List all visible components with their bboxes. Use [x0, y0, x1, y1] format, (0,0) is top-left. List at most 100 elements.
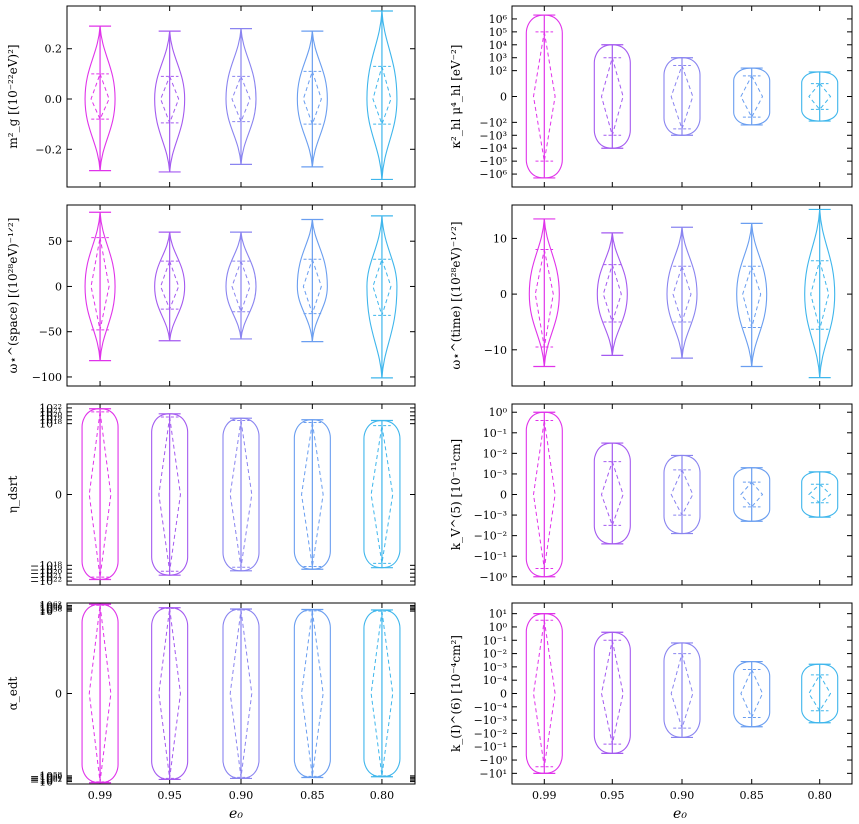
x-tick-label: 0.95: [600, 789, 625, 802]
y-tick-label: −10⁶²: [30, 776, 62, 789]
violin-0.95: [593, 631, 631, 754]
y-tick-label: 10⁵: [489, 26, 507, 39]
violin-0.85: [293, 608, 331, 779]
y-tick-label: 10⁶⁰: [39, 602, 62, 615]
y-tick-label: 10⁶²: [39, 599, 62, 612]
violin-inner: [532, 31, 556, 162]
violin-0.95: [593, 442, 631, 545]
y-tick-label: −10²²: [30, 575, 62, 588]
y-tick-label: 10⁶: [489, 13, 508, 26]
violin-0.90: [222, 417, 260, 572]
violin-inner: [740, 481, 764, 508]
y-tick-label: −10⁵⁸: [30, 770, 63, 783]
y-tick-label: 0: [55, 489, 62, 502]
y-tick-label: −50: [39, 326, 62, 339]
y-tick-label: −10⁵⁹: [30, 771, 63, 784]
y-tick-label: 10⁻²: [483, 648, 507, 661]
violin-0.85: [733, 660, 771, 728]
violin-0.99: [525, 14, 563, 179]
violin-0.95: [151, 413, 189, 576]
panel-6: 10⁰ 10⁻¹ 10⁻² 10⁻³ 0 −10⁻³ −10⁻² −10⁻¹ −10⁰ k_V^(…: [449, 403, 853, 586]
y-tick-label: −10⁻²: [474, 530, 507, 543]
violin-0.95: [596, 232, 628, 356]
violin-inner: [808, 82, 832, 111]
y-tick-label: 10¹⁸: [39, 418, 62, 431]
violin-0.80: [363, 419, 401, 569]
violin-0.85: [293, 419, 331, 570]
y-tick-label: 10⁻²: [483, 447, 507, 460]
x-tick-label: 0.99: [532, 789, 557, 802]
x-tick-label: 0.80: [807, 789, 832, 802]
y-tick-label: 0.0: [45, 93, 63, 106]
violin-0.90: [663, 57, 701, 136]
violin-0.80: [804, 208, 836, 379]
y-tick-label: −10⁰: [479, 571, 507, 584]
y-axis-label: α_edt: [6, 676, 20, 710]
y-tick-label: −10²⁰: [30, 567, 63, 580]
y-tick-label: −10¹: [479, 767, 507, 780]
y-axis-label: k_V^(5) [10⁻¹¹cm]: [449, 439, 463, 551]
xlabel-right: e₀: [673, 806, 687, 822]
violin-0.90: [222, 608, 260, 780]
y-tick-label: 0: [500, 688, 507, 701]
y-tick-label: −100: [32, 371, 62, 384]
y-tick-label: −10²: [479, 116, 507, 129]
y-tick-label: 0: [500, 489, 507, 502]
violin-0.99: [528, 218, 560, 368]
y-tick-label: −0.2: [35, 143, 62, 156]
y-tick-label: 0: [55, 688, 62, 701]
y-tick-label: 10⁻³: [483, 661, 507, 674]
y-tick-label: 10¹⁹: [39, 414, 62, 427]
violin-inner: [370, 425, 394, 564]
violin-0.95: [154, 231, 186, 342]
y-tick-label: 10⁻¹: [483, 634, 507, 647]
y-tick-label: −10⁻¹: [474, 550, 507, 563]
violin-inner: [302, 69, 322, 126]
x-tick-label: 0.95: [157, 789, 182, 802]
y-axis-label: ω⋆^(time) [(10²⁸eV)⁻¹ᐟ²]: [449, 221, 463, 369]
y-tick-label: −10⁴: [479, 142, 507, 155]
violin-0.80: [366, 10, 398, 181]
x-tick-label: 0.85: [739, 789, 764, 802]
violin-0.90: [666, 226, 698, 359]
panel-4: 10 0 −10 ω⋆^(time) [(10²⁸eV)⁻¹ᐟ²]: [449, 204, 853, 387]
y-tick-label: 10³: [489, 52, 507, 65]
y-tick-label: 10⁻¹: [483, 427, 507, 440]
y-axis-label: κ²_hl μ⁴_hl [eV⁻²]: [449, 45, 463, 149]
y-tick-label: 50: [48, 235, 62, 248]
x-tick-label: 0.80: [370, 789, 395, 802]
y-tick-label: 0: [500, 91, 507, 104]
x-tick-label: 0.85: [300, 789, 325, 802]
violin-0.80: [363, 609, 401, 778]
y-tick-label: 10⁵⁸: [39, 605, 62, 618]
y-tick-label: −10⁻¹: [474, 741, 507, 754]
violin-inner: [602, 262, 622, 324]
violin-0.80: [801, 471, 839, 518]
violin-inner: [808, 673, 832, 712]
violin-0.85: [736, 222, 768, 368]
violin-inner: [231, 259, 251, 314]
violin-0.85: [733, 467, 771, 522]
violin-0.80: [801, 663, 839, 724]
y-tick-label: 10⁻⁴: [483, 674, 508, 687]
y-tick-label: −10¹⁹: [30, 563, 63, 576]
violin-0.95: [151, 607, 189, 781]
y-tick-label: −10⁰: [479, 754, 507, 767]
violin-0.99: [81, 408, 119, 581]
y-tick-label: 0: [55, 280, 62, 293]
panels: 0.20.0−0.2m²_g [(10⁻²²eV)²]10⁶10⁵10⁴10³1…: [6, 5, 853, 802]
violin-0.99: [525, 411, 563, 578]
violin-inner: [600, 459, 624, 527]
y-tick-label: −10³: [479, 129, 507, 142]
y-tick-label: 10⁻³: [483, 468, 507, 481]
panel-8: 10¹10⁰10⁻¹10⁻²10⁻³10⁻⁴0−10⁻⁴−10⁻³−10⁻²−1…: [449, 602, 853, 802]
violin-0.90: [663, 642, 701, 739]
y-tick-label: 10⁰: [489, 406, 508, 419]
xlabel-left: e₀: [229, 806, 243, 822]
violin-0.85: [296, 30, 328, 168]
y-tick-label: 10⁰: [489, 621, 508, 634]
y-tick-label: 10²¹: [39, 406, 62, 419]
